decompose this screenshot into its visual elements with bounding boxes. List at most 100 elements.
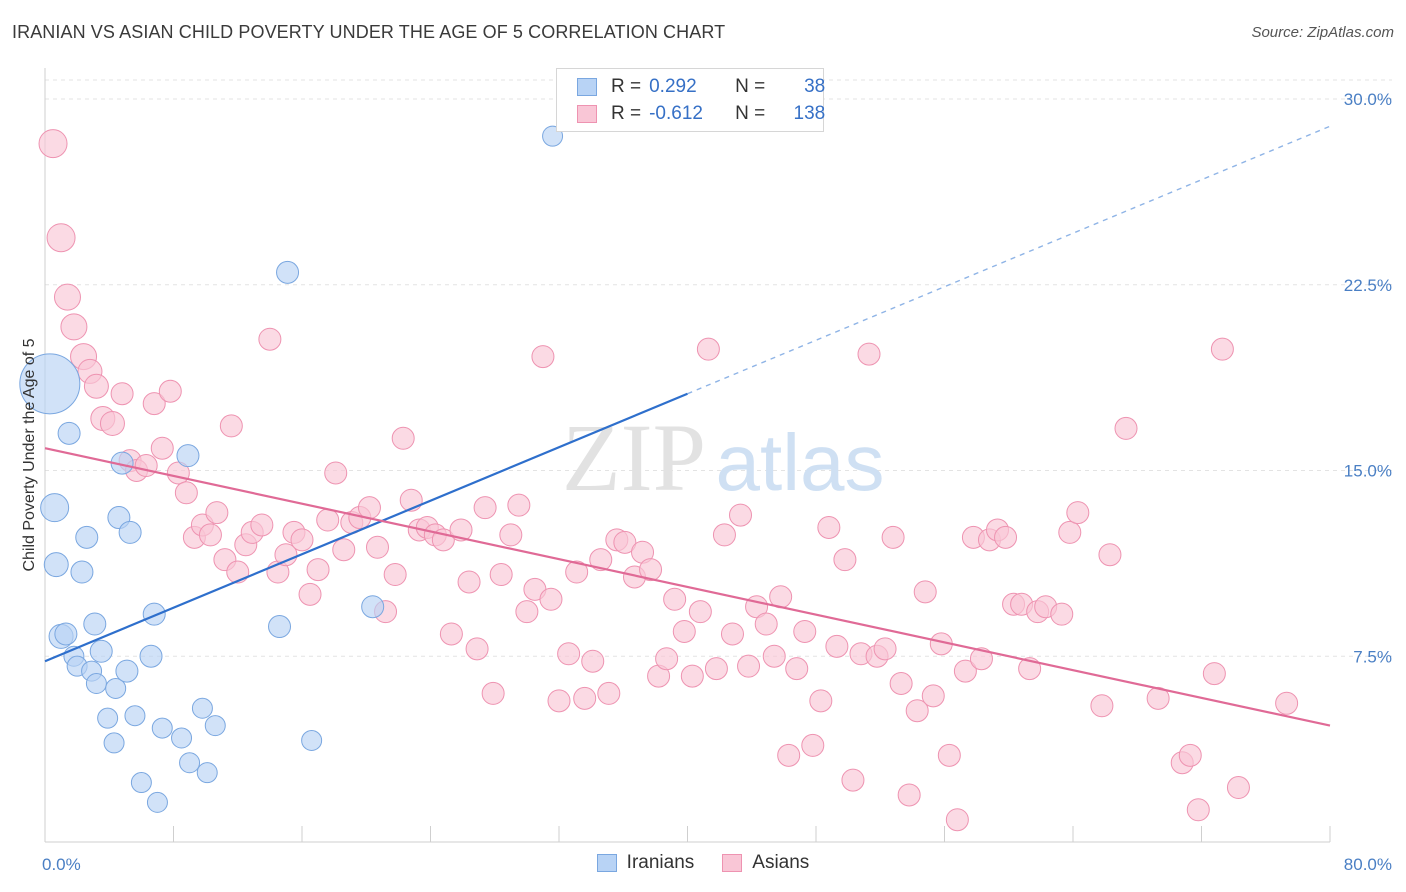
data-point bbox=[110, 382, 134, 406]
data-point bbox=[499, 523, 523, 547]
data-point bbox=[43, 552, 69, 578]
data-point bbox=[639, 558, 663, 582]
data-point bbox=[969, 647, 993, 671]
data-point bbox=[361, 595, 385, 619]
data-point bbox=[1098, 543, 1122, 567]
data-point bbox=[276, 260, 300, 284]
data-point bbox=[597, 681, 621, 705]
data-point bbox=[83, 612, 107, 636]
data-point bbox=[1210, 337, 1234, 361]
data-point bbox=[83, 373, 109, 399]
data-point bbox=[557, 642, 581, 666]
legend-row-iranians: R = 0.292 N = 38 bbox=[577, 74, 825, 100]
data-point bbox=[75, 525, 99, 549]
data-point bbox=[60, 313, 88, 341]
data-point bbox=[1178, 743, 1202, 767]
data-point bbox=[729, 503, 753, 527]
data-point bbox=[833, 548, 857, 572]
bottom-legend-label-iranians: Iranians bbox=[626, 852, 695, 873]
data-point bbox=[198, 523, 222, 547]
data-point bbox=[204, 715, 226, 737]
data-point bbox=[841, 768, 865, 792]
data-point bbox=[720, 622, 744, 646]
data-point bbox=[1066, 501, 1090, 525]
data-point bbox=[655, 647, 679, 671]
legend-r-label: R = bbox=[611, 103, 642, 124]
data-point bbox=[332, 538, 356, 562]
data-point bbox=[139, 644, 163, 668]
data-point bbox=[179, 752, 201, 774]
data-point bbox=[809, 689, 833, 713]
data-point bbox=[817, 515, 841, 539]
axes bbox=[44, 68, 1331, 843]
data-point bbox=[465, 637, 489, 661]
legend-r-value: -0.612 bbox=[649, 103, 703, 124]
legend-swatch-iranians bbox=[577, 78, 597, 96]
data-point bbox=[40, 493, 70, 523]
x-tick-labels: 0.0% 80.0% bbox=[42, 855, 1392, 874]
data-point bbox=[219, 414, 243, 438]
data-point bbox=[1146, 686, 1170, 710]
data-point bbox=[130, 772, 152, 794]
data-point bbox=[146, 791, 168, 813]
data-point bbox=[151, 717, 173, 739]
data-point bbox=[937, 743, 961, 767]
legend-swatch-asians bbox=[577, 105, 597, 123]
data-point bbox=[53, 283, 81, 311]
data-point bbox=[118, 520, 142, 544]
data-point bbox=[737, 654, 761, 678]
data-point bbox=[85, 672, 107, 694]
bottom-legend-label-asians: Asians bbox=[752, 852, 810, 873]
data-point bbox=[539, 587, 563, 611]
series-asians-points bbox=[38, 129, 1299, 832]
data-point bbox=[19, 353, 81, 415]
data-point bbox=[873, 637, 897, 661]
data-point bbox=[196, 762, 218, 784]
data-point bbox=[945, 808, 969, 832]
data-point bbox=[97, 707, 119, 729]
data-point bbox=[171, 727, 193, 749]
legend-r-value: 0.292 bbox=[649, 76, 697, 97]
data-point bbox=[258, 327, 282, 351]
data-point bbox=[1114, 416, 1138, 440]
legend-box: R = 0.292 N = 38 R = -0.612 N = 138 bbox=[556, 68, 825, 132]
data-point bbox=[712, 523, 736, 547]
data-point bbox=[777, 743, 801, 767]
data-point bbox=[953, 659, 977, 683]
data-point bbox=[581, 649, 605, 673]
data-point bbox=[176, 444, 200, 468]
data-point bbox=[268, 615, 292, 639]
data-point bbox=[825, 634, 849, 658]
data-point bbox=[680, 664, 704, 688]
data-point bbox=[473, 496, 497, 520]
trend-line-0 bbox=[44, 392, 688, 663]
data-point bbox=[762, 644, 786, 668]
data-point bbox=[134, 454, 158, 478]
data-point bbox=[89, 639, 113, 663]
x-tick-label-max: 80.0% bbox=[1344, 855, 1392, 874]
y-tick-labels: 7.5% 15.0% 22.5% 30.0% bbox=[1344, 90, 1392, 666]
data-point bbox=[573, 686, 597, 710]
data-point bbox=[857, 342, 881, 366]
legend-r-label: R = bbox=[611, 76, 642, 97]
trend-extension-0 bbox=[687, 125, 1331, 395]
data-point bbox=[365, 535, 389, 559]
data-point bbox=[672, 619, 696, 643]
data-point bbox=[457, 570, 481, 594]
data-point bbox=[547, 689, 571, 713]
data-point bbox=[921, 684, 945, 708]
trend-lines bbox=[44, 125, 1331, 727]
data-point bbox=[507, 493, 531, 517]
data-point bbox=[881, 525, 905, 549]
data-point bbox=[391, 426, 415, 450]
data-point bbox=[994, 525, 1018, 549]
data-point bbox=[54, 622, 78, 646]
data-point bbox=[174, 481, 198, 505]
data-point bbox=[1275, 691, 1299, 715]
watermark-atlas: atlas bbox=[716, 418, 885, 507]
data-point bbox=[103, 732, 125, 754]
data-point bbox=[889, 671, 913, 695]
data-point bbox=[57, 421, 81, 445]
data-point bbox=[226, 560, 250, 584]
data-point bbox=[1226, 776, 1250, 800]
